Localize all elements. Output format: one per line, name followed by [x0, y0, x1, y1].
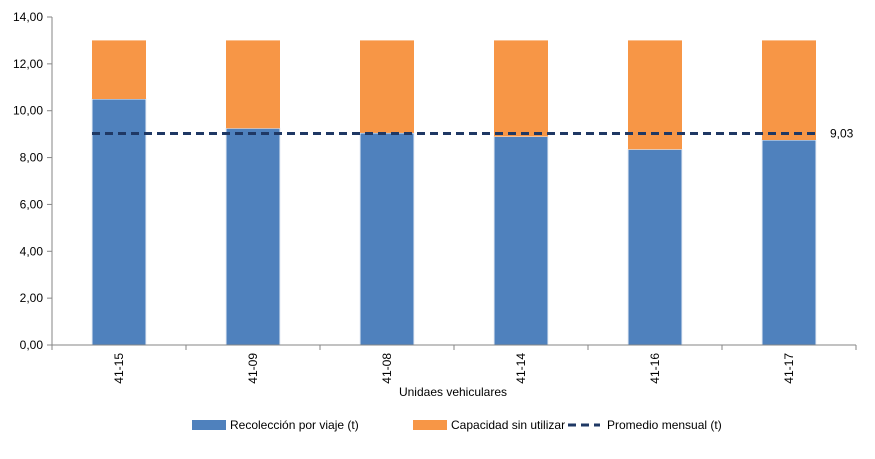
bar-recoleccion [359, 132, 415, 346]
y-tick-label: 2,00 [20, 291, 44, 305]
bar-recoleccion [225, 127, 281, 346]
y-tick-label: 10,00 [13, 104, 43, 118]
y-tick-label: 4,00 [20, 244, 44, 258]
bar-recoleccion [91, 98, 147, 346]
legend-label: Recolección por viaje (t) [230, 418, 359, 432]
y-tick-label: 8,00 [20, 151, 44, 165]
x-tick-label: 41-08 [380, 353, 394, 384]
legend-item-promedio: Promedio mensual (t) [568, 418, 722, 432]
x-tick-label: 41-17 [782, 353, 796, 384]
reference-line-group: 9,03 [92, 126, 854, 140]
bar-capacidad-sin-utilizar [494, 40, 548, 137]
bar-capacidad-sin-utilizar [92, 40, 146, 99]
legend-label: Promedio mensual (t) [607, 418, 722, 432]
x-axis: 41-15 41-09 41-08 41-14 41-16 41-17 [51, 344, 857, 384]
legend-item-capacidad: Capacidad sin utilizar [413, 418, 565, 432]
y-tick-label: 0,00 [20, 338, 44, 352]
bar-recoleccion [761, 139, 817, 346]
y-tick-label: 6,00 [20, 197, 44, 211]
x-tick-label: 41-14 [514, 353, 528, 384]
y-tick-label: 12,00 [13, 57, 43, 71]
bars-group [91, 40, 817, 346]
bar-recoleccion [493, 136, 549, 346]
x-tick-label: 41-15 [112, 353, 126, 384]
legend-swatch [192, 420, 226, 430]
bar-capacidad-sin-utilizar [628, 40, 682, 150]
average-value-label: 9,03 [830, 126, 854, 140]
y-axis: 0,00 2,00 4,00 6,00 8,00 10,00 12,00 14,00 [13, 10, 53, 352]
bar-capacidad-sin-utilizar [226, 40, 280, 129]
x-axis-title: Unidaes vehiculares [399, 385, 507, 399]
legend-label: Capacidad sin utilizar [451, 418, 565, 432]
bar-recoleccion [627, 148, 683, 346]
legend: Recolección por viaje (t) Capacidad sin u… [192, 418, 722, 432]
x-tick-label: 41-09 [246, 353, 260, 384]
x-tick-label: 41-16 [648, 353, 662, 384]
y-tick-label: 14,00 [13, 10, 43, 24]
bar-capacidad-sin-utilizar [360, 40, 414, 133]
bar-capacidad-sin-utilizar [762, 40, 816, 140]
legend-swatch [413, 420, 447, 430]
legend-item-recoleccion: Recolección por viaje (t) [192, 418, 359, 432]
